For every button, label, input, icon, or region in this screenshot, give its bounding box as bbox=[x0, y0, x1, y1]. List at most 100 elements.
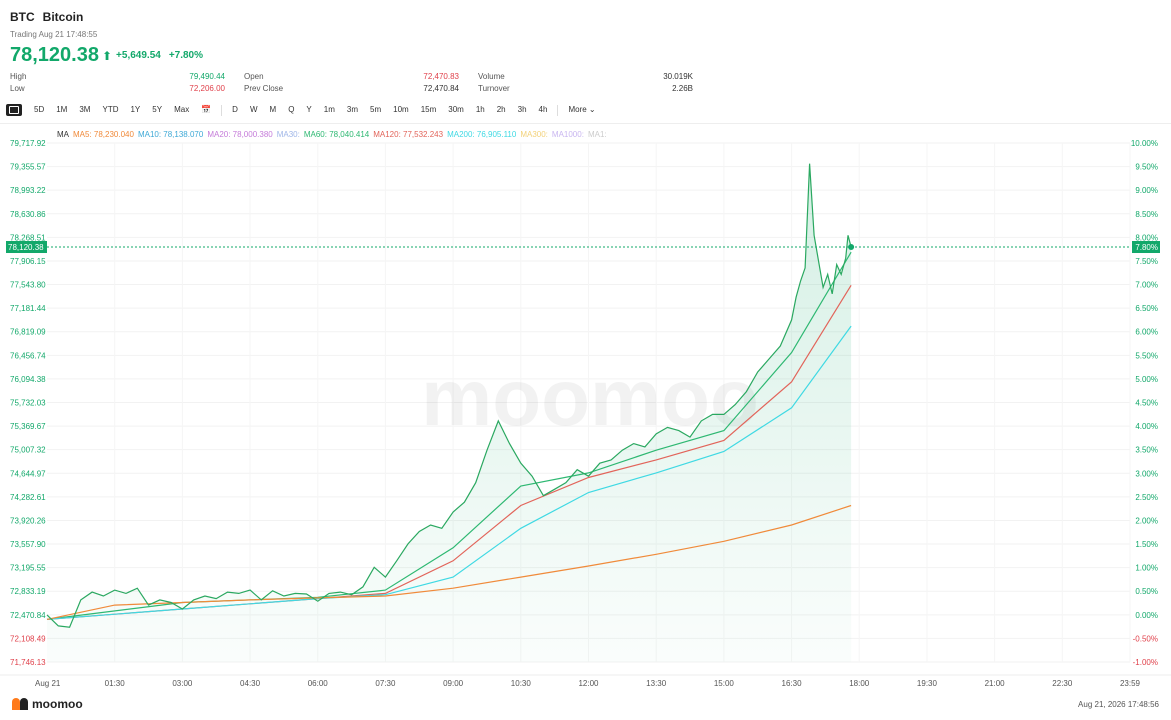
pct-tick-label: 10.00% bbox=[1131, 139, 1158, 148]
y-tick-label: 75,007.32 bbox=[10, 446, 46, 455]
ma-legend: MA MA5: 78,230.040 MA10: 78,138.070 MA20: 7… bbox=[57, 130, 607, 139]
y-tick-label: 78,993.22 bbox=[10, 186, 46, 195]
trading-time: Trading Aug 21 17:48:55 bbox=[10, 30, 98, 39]
interval-3h[interactable]: 3h bbox=[517, 105, 527, 114]
intraday-chart-icon[interactable] bbox=[6, 104, 22, 116]
pct-tick-label: 2.00% bbox=[1135, 516, 1158, 525]
y-tick-label: 71,746.13 bbox=[10, 658, 46, 667]
pct-tick-label: 8.00% bbox=[1135, 233, 1158, 242]
interval-d[interactable]: D bbox=[232, 105, 238, 114]
price-line bbox=[46, 163, 852, 628]
ma-legend-item: MA1000: bbox=[551, 130, 584, 139]
ma-legend-item: MA300: bbox=[520, 130, 548, 139]
range-1y[interactable]: 1Y bbox=[130, 105, 141, 114]
ma-line bbox=[46, 325, 852, 620]
range-3m[interactable]: 3M bbox=[79, 105, 91, 114]
x-tick-label: 07:30 bbox=[375, 679, 396, 688]
interval-30m[interactable]: 30m bbox=[448, 105, 464, 114]
ma-legend-item: MA120: 77,532.243 bbox=[373, 130, 444, 139]
stat-value-turnover: 2.26B bbox=[672, 84, 693, 93]
pct-tick-label: 1.50% bbox=[1135, 540, 1158, 549]
y-tick-label: 75,369.67 bbox=[10, 422, 46, 431]
stats-col-2: Open 72,470.83 Prev Close 72,470.84 bbox=[244, 71, 459, 95]
last-price: 78,120.38 bbox=[10, 44, 99, 66]
pct-tick-label: 8.50% bbox=[1135, 210, 1158, 219]
ma-legend-item: MA200: 76,905.110 bbox=[447, 130, 517, 139]
y-tick-label: 73,557.90 bbox=[10, 540, 46, 549]
y-tick-label: 75,732.03 bbox=[10, 399, 46, 408]
x-tick-label: 18:00 bbox=[849, 679, 870, 688]
brand-name: moomoo bbox=[32, 697, 83, 711]
interval-m[interactable]: M bbox=[269, 105, 277, 114]
calendar-icon[interactable]: 📅 bbox=[201, 105, 212, 114]
stat-label: Low bbox=[10, 84, 25, 93]
pct-tick-label: 3.00% bbox=[1135, 469, 1158, 478]
x-tick-label: 09:00 bbox=[443, 679, 464, 688]
stat-label: Open bbox=[244, 72, 264, 81]
chevron-down-icon: ⌄ bbox=[588, 105, 596, 114]
range-5y[interactable]: 5Y bbox=[152, 105, 163, 114]
range-ytd[interactable]: YTD bbox=[102, 105, 119, 114]
x-tick-label: 03:00 bbox=[172, 679, 193, 688]
stat-label: Volume bbox=[478, 72, 505, 81]
range-1m[interactable]: 1M bbox=[56, 105, 68, 114]
y-tick-label: 77,543.80 bbox=[10, 281, 46, 290]
pct-tick-label: 6.50% bbox=[1135, 304, 1158, 313]
pct-tick-label: -0.50% bbox=[1133, 634, 1158, 643]
stat-value-high: 79,490.44 bbox=[189, 72, 225, 81]
interval-4h[interactable]: 4h bbox=[538, 105, 548, 114]
ma-legend-item: MA1: bbox=[587, 130, 607, 139]
pct-tick-label: 7.00% bbox=[1135, 281, 1158, 290]
interval-15m[interactable]: 15m bbox=[420, 105, 437, 114]
interval-5m[interactable]: 5m bbox=[370, 105, 382, 114]
y-tick-label: 78,630.86 bbox=[10, 210, 46, 219]
brand-logo: moomoo bbox=[12, 697, 83, 711]
x-tick-label: 04:30 bbox=[240, 679, 261, 688]
interval-3m[interactable]: 3m bbox=[346, 105, 359, 114]
interval-1m[interactable]: 1m bbox=[323, 105, 335, 114]
pct-tick-label: 9.50% bbox=[1135, 163, 1158, 172]
x-tick-label: 12:00 bbox=[578, 679, 599, 688]
last-pct-tag bbox=[1132, 241, 1160, 254]
more-button[interactable]: More ⌄ bbox=[562, 103, 601, 117]
range-max[interactable]: Max bbox=[174, 105, 190, 114]
stat-label: High bbox=[10, 72, 27, 81]
stat-label: Turnover bbox=[478, 84, 510, 93]
y-tick-label: 74,282.61 bbox=[10, 493, 46, 502]
price-row: 78,120.38 ⬆ +5,649.54 +7.80% bbox=[10, 44, 211, 67]
pct-tick-label: 0.50% bbox=[1135, 587, 1158, 596]
more-label: More bbox=[568, 105, 587, 114]
stat-value-prev-close: 72,470.84 bbox=[423, 84, 459, 93]
interval-1h[interactable]: 1h bbox=[475, 105, 485, 114]
interval-w[interactable]: W bbox=[249, 105, 258, 114]
ma-legend-item: MA5: 78,230.040 bbox=[73, 130, 134, 139]
x-tick-label: 10:30 bbox=[511, 679, 532, 688]
ma-line bbox=[46, 504, 852, 620]
y-tick-label: 72,108.49 bbox=[10, 634, 46, 643]
y-tick-label: 73,195.55 bbox=[10, 564, 46, 573]
symbol-name: Bitcoin bbox=[42, 10, 84, 24]
x-tick-label: 15:00 bbox=[714, 679, 735, 688]
ma-legend-item: MA20: 78,000.380 bbox=[207, 130, 273, 139]
x-tick-label: 01:30 bbox=[105, 679, 126, 688]
interval-2h[interactable]: 2h bbox=[496, 105, 506, 114]
last-price-label: 78,120.38 bbox=[8, 243, 44, 252]
y-tick-label: 72,470.84 bbox=[10, 611, 46, 620]
pct-tick-label: 0.00% bbox=[1135, 611, 1158, 620]
stat-value-volume: 30.019K bbox=[663, 72, 693, 81]
interval-10m[interactable]: 10m bbox=[393, 105, 409, 114]
moomoo-logo-icon bbox=[12, 698, 28, 710]
y-tick-label: 77,181.44 bbox=[10, 304, 46, 313]
price-change: +5,649.54 bbox=[116, 50, 161, 61]
ma-legend-item: MA30: bbox=[276, 130, 300, 139]
range-5d[interactable]: 5D bbox=[34, 105, 45, 114]
y-tick-label: 73,920.26 bbox=[10, 516, 46, 525]
pct-tick-label: 2.50% bbox=[1135, 493, 1158, 502]
interval-y[interactable]: Y bbox=[306, 105, 312, 114]
y-tick-label: 72,833.19 bbox=[10, 587, 46, 596]
price-change-pct: +7.80% bbox=[168, 50, 204, 61]
y-tick-label: 77,906.15 bbox=[10, 257, 46, 266]
pct-tick-label: 7.50% bbox=[1135, 257, 1158, 266]
interval-q[interactable]: Q bbox=[288, 105, 295, 114]
